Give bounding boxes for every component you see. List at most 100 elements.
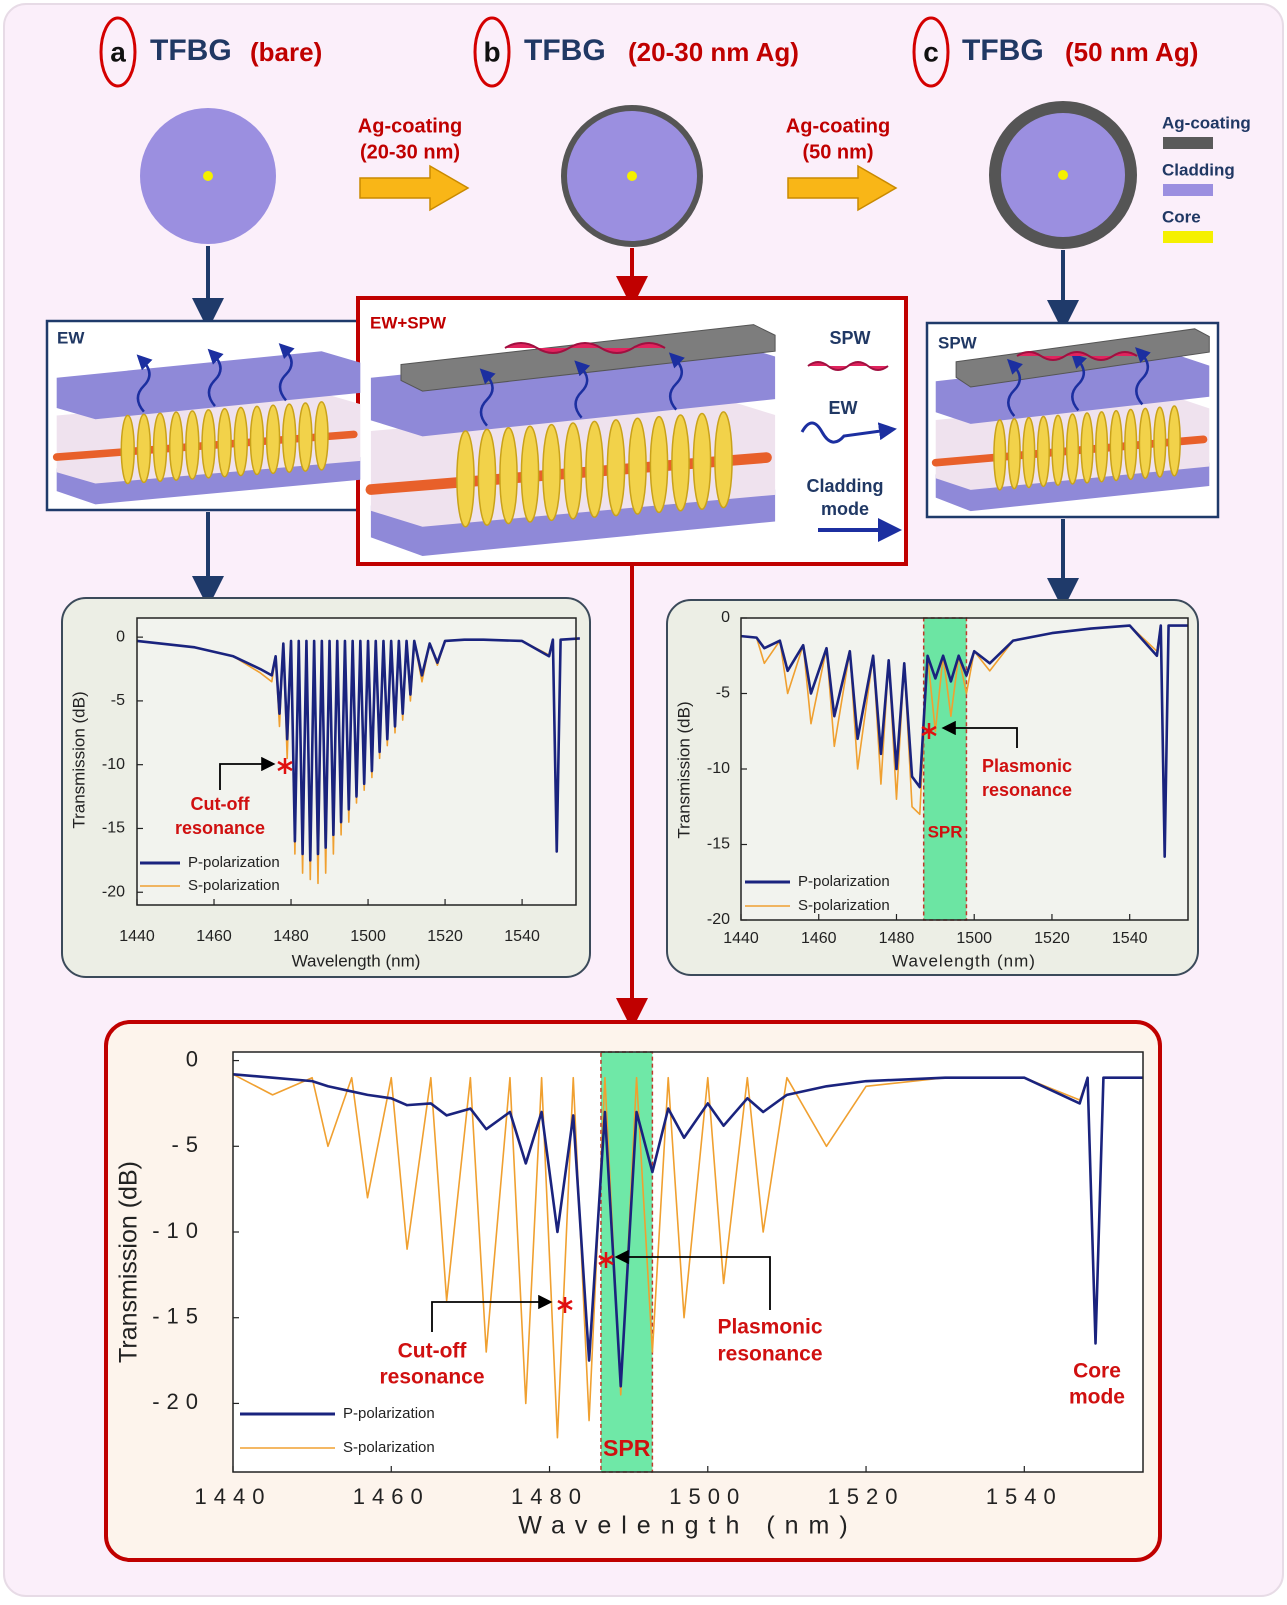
fiber-core [627, 171, 637, 181]
y-tick-label: -5 [111, 692, 125, 709]
panel-title: TFBG [524, 34, 606, 67]
grating-ring [543, 425, 560, 521]
panel-title: TFBG [150, 34, 232, 67]
grating-ring [672, 415, 689, 511]
grating-ring [267, 405, 280, 473]
panel-letter: a [110, 36, 126, 67]
process-label: (50 nm) [802, 141, 873, 163]
schematic-label: EW+SPW [370, 313, 447, 332]
key-label: SPW [829, 328, 870, 348]
schematic-label: EW [57, 328, 85, 347]
grating-ring [250, 406, 263, 474]
y-tick-label: -5 [716, 685, 730, 702]
legend-swatch [1163, 231, 1213, 243]
y-tick-label: -10 [102, 756, 125, 773]
x-tick-label: 1500 [669, 1484, 746, 1509]
legend-label: S-polarization [188, 877, 280, 894]
annotation: Plasmonic [717, 1316, 822, 1339]
grating-ring [564, 423, 581, 519]
legend-label: P-polarization [188, 854, 280, 871]
x-tick-label: 1460 [801, 930, 837, 947]
grating-ring [299, 403, 312, 471]
fiber-core [1058, 170, 1068, 180]
annotation: Cut-off [398, 1340, 468, 1363]
legend-swatch [1163, 137, 1213, 149]
annotation: Plasmonic [982, 756, 1072, 776]
annotation: resonance [175, 818, 265, 838]
grating-ring [1154, 407, 1166, 477]
key-label: Cladding [807, 476, 884, 496]
y-tick-label: -20 [102, 883, 125, 900]
grating-ring [121, 416, 134, 484]
grating-ring [650, 417, 667, 513]
x-tick-label: 1480 [511, 1484, 588, 1509]
y-axis-label: Transmission (dB) [69, 691, 88, 828]
grating-ring [218, 409, 231, 477]
grating-ring [693, 413, 710, 509]
grating-ring [629, 418, 646, 514]
process-label: Ag-coating [358, 115, 462, 137]
x-tick-label: 1500 [350, 928, 386, 945]
grating-ring [478, 429, 495, 525]
grating-ring [154, 413, 167, 481]
grating-ring [521, 426, 538, 522]
legend-label: P-polarization [798, 873, 890, 890]
process-label: (20-30 nm) [360, 141, 460, 163]
x-axis-label: Wavelength (nm) [292, 951, 421, 970]
x-tick-label: 1540 [504, 928, 540, 945]
figure: a TFBG (bare) b TFBG (20-30 nm Ag) c TFB… [0, 0, 1287, 1600]
annotation: Cut-off [191, 794, 251, 814]
legend-swatch [1163, 184, 1213, 196]
grating-ring [1038, 417, 1050, 487]
x-tick-label: 1500 [956, 930, 992, 947]
grating-ring [234, 408, 247, 476]
panel-subtitle: (bare) [250, 37, 322, 67]
panel-subtitle: (50 nm Ag) [1065, 37, 1198, 67]
annotation: Core [1073, 1360, 1121, 1383]
page: a TFBG (bare) b TFBG (20-30 nm Ag) c TFB… [0, 0, 1287, 1600]
grating-ring [1023, 418, 1035, 488]
panel-subtitle: (20-30 nm Ag) [628, 37, 799, 67]
y-tick-label: 0 [721, 609, 730, 626]
x-tick-label: 1480 [879, 930, 915, 947]
legend-label: S-polarization [798, 897, 890, 914]
schematic-label: SPW [938, 333, 978, 352]
grating-ring [283, 404, 296, 472]
panel-letter: b [483, 36, 500, 67]
x-tick-label: 1460 [353, 1484, 430, 1509]
y-tick-label: -20 [152, 1389, 205, 1414]
key-label: EW [829, 398, 858, 418]
grating-ring [1139, 408, 1151, 478]
legend-label: Ag-coating [1162, 113, 1251, 132]
x-tick-label: 1440 [723, 930, 759, 947]
grating-ring [457, 431, 474, 527]
x-tick-label: 1520 [1034, 930, 1070, 947]
x-tick-label: 1480 [273, 928, 309, 945]
grating-ring [500, 428, 517, 524]
x-tick-label: 1520 [427, 928, 463, 945]
legend-label: P-polarization [343, 1405, 435, 1422]
legend-label: Cladding [1162, 160, 1235, 179]
fiber-core [203, 171, 213, 181]
grating-ring [202, 410, 215, 478]
grating-ring [1067, 414, 1079, 484]
grating-ring [1081, 413, 1093, 483]
x-tick-label: 1540 [1112, 930, 1148, 947]
y-tick-label: -20 [707, 911, 730, 928]
y-tick-label: 0 [116, 628, 125, 645]
x-tick-label: 1440 [119, 928, 155, 945]
panel-title: TFBG [962, 34, 1044, 67]
y-tick-label: -15 [152, 1304, 205, 1329]
x-tick-label: 1460 [196, 928, 232, 945]
grating-ring [137, 414, 150, 482]
x-tick-label: 1540 [986, 1484, 1063, 1509]
annotation: resonance [717, 1343, 822, 1366]
band-label: SPR [928, 822, 963, 841]
y-axis-label: Transmission (dB) [674, 701, 693, 838]
annotation: mode [1069, 1386, 1125, 1409]
y-axis-label: Transmission (dB) [115, 1161, 143, 1363]
grating-ring [1096, 412, 1108, 482]
grating-ring [315, 402, 328, 470]
grating-ring [994, 420, 1006, 490]
panel-letter: c [923, 36, 939, 67]
